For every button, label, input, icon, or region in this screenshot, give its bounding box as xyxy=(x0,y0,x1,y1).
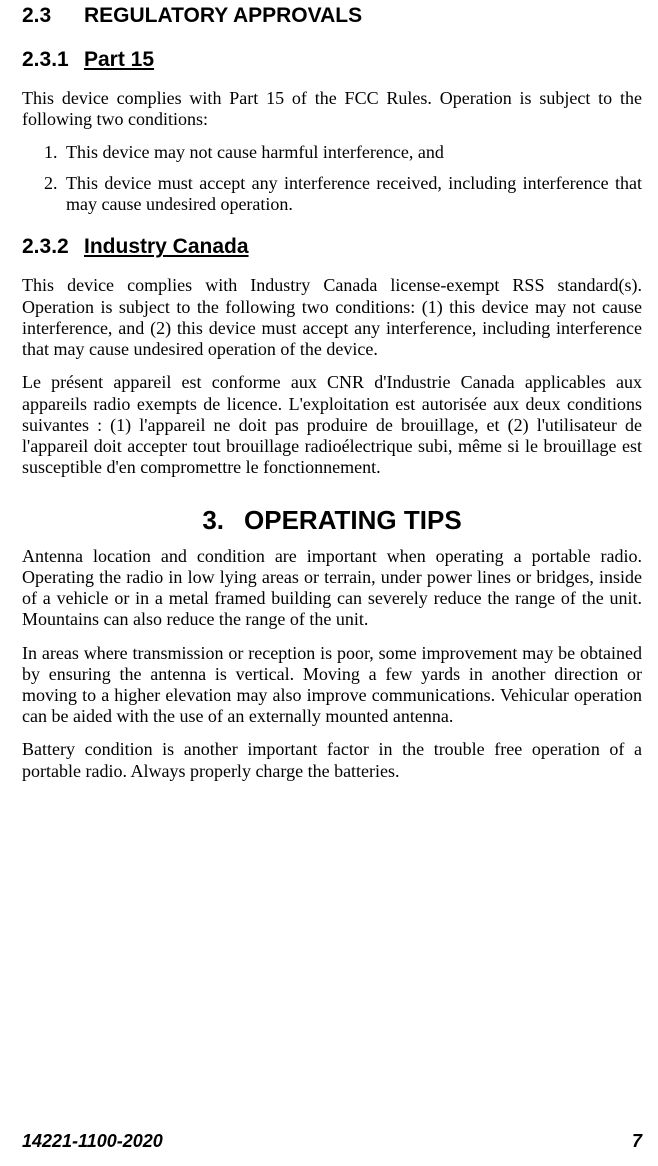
paragraph: In areas where transmission or reception… xyxy=(22,643,642,728)
paragraph: Le présent appareil est conforme aux CNR… xyxy=(22,372,642,478)
heading-2-3-2: 2.3.2Industry Canada xyxy=(22,235,642,259)
footer-page-number: 7 xyxy=(632,1131,642,1152)
paragraph: Antenna location and condition are impor… xyxy=(22,546,642,631)
paragraph: This device complies with Part 15 of the… xyxy=(22,88,642,130)
footer-doc-number: 14221-1100-2020 xyxy=(22,1131,163,1152)
list-item: This device must accept any interference… xyxy=(62,173,642,215)
heading-text: OPERATING TIPS xyxy=(244,505,462,535)
heading-2-3-1: 2.3.1Part 15 xyxy=(22,48,642,72)
paragraph: This device complies with Industry Canad… xyxy=(22,275,642,360)
list-item: This device may not cause harmful interf… xyxy=(62,142,642,163)
heading-text: Part 15 xyxy=(84,48,154,71)
heading-number: 3. xyxy=(202,505,224,535)
heading-text: REGULATORY APPROVALS xyxy=(84,4,362,27)
page: 2.3REGULATORY APPROVALS 2.3.1Part 15 Thi… xyxy=(0,4,658,1166)
heading-number: 2.3.1 xyxy=(22,48,84,72)
heading-2-3: 2.3REGULATORY APPROVALS xyxy=(22,4,642,28)
heading-text: Industry Canada xyxy=(84,235,249,258)
paragraph: Battery condition is another important f… xyxy=(22,739,642,781)
heading-number: 2.3.2 xyxy=(22,235,84,259)
heading-3: 3. OPERATING TIPS xyxy=(22,505,642,536)
footer: 14221-1100-2020 7 xyxy=(22,1131,642,1152)
ordered-list: This device may not cause harmful interf… xyxy=(22,142,642,215)
heading-number: 2.3 xyxy=(22,4,84,28)
